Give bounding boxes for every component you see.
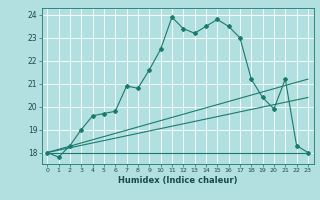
X-axis label: Humidex (Indice chaleur): Humidex (Indice chaleur) bbox=[118, 176, 237, 185]
